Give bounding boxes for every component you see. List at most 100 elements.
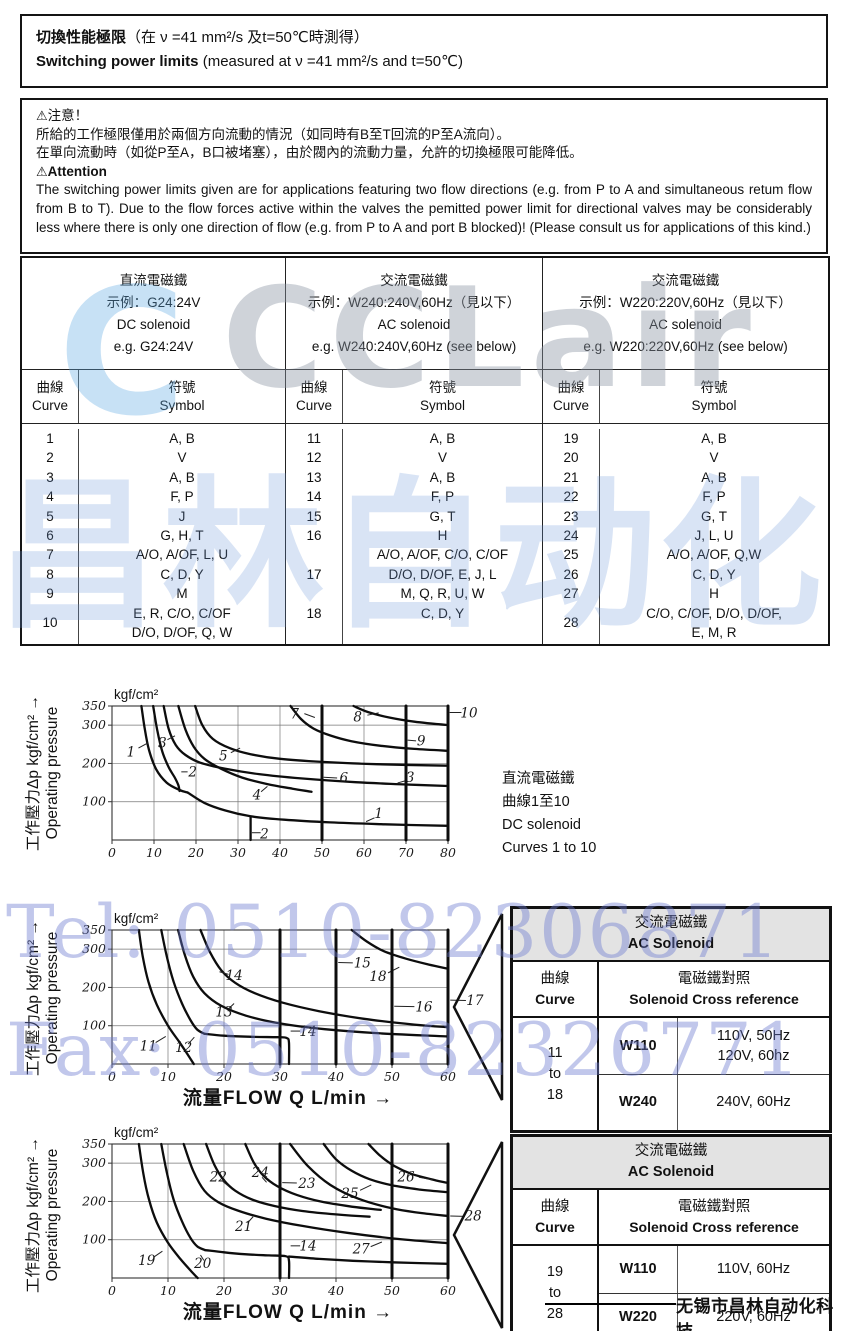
curve-number: 19: [563, 431, 579, 446]
dc-solenoid-chart: kgf/cm² 0 10 20 30 40 50 60 70 80 100 200 300 350 1 1 2 2…: [81, 687, 478, 860]
curve-number: 10: [42, 615, 58, 631]
curve-label: 9: [417, 734, 426, 750]
symbol-list: V: [78, 448, 285, 468]
curve-number: 6: [46, 528, 54, 544]
table-row: 11 A, B: [286, 429, 542, 449]
curve-label: 1: [374, 806, 383, 822]
x-axis-label: 流量FLOW Q L/min →: [183, 1300, 393, 1323]
x-tick-label: 10: [146, 845, 162, 860]
y-tick-label: 100: [82, 1232, 106, 1247]
y-axis-unit: kgf/cm²: [114, 1125, 159, 1140]
curve-line: [287, 1255, 450, 1265]
table-row: 16 H: [286, 526, 542, 546]
symbol-list: J: [78, 506, 285, 527]
symbol-list: H: [342, 526, 542, 546]
x-tick-label: 40: [327, 1283, 344, 1298]
x-tick-label: 60: [440, 1069, 456, 1084]
symbol-list: A/O, A/OF, L, U: [78, 545, 285, 565]
chart3-y-axis-label: 工作壓力Δp kgf/cm² → Operating pressure: [25, 1137, 61, 1293]
x-tick-label: 60: [356, 845, 372, 860]
curve-line: [152, 704, 181, 793]
table-row: 17 A/O, A/OF, C/O, C/OF D/O, D/OF, E, J, …: [286, 545, 542, 604]
ac-solenoid-chart-11-18: kgf/cm² 0 10 20 30 40 50 60 100 200 300 350 11 12 14 13…: [81, 911, 484, 1109]
symbol-list: A/O, A/OF, C/O, C/OF D/O, D/OF, E, J, L …: [342, 545, 542, 604]
x-axis-label: 流量FLOW Q L/min →: [183, 1086, 393, 1109]
x-tick-label: 40: [271, 845, 288, 860]
title-en: Switching power limits (measured at ν =4…: [36, 50, 812, 74]
curve-number: 13: [306, 469, 322, 485]
curve-label: 2: [259, 827, 269, 843]
voltage-spec: 220V, 60Hz: [716, 1308, 791, 1325]
cross-ref-row: W240 240V, 60Hz: [599, 1073, 829, 1130]
chart2-y-axis-label: 工作壓力Δp kgf/cm² → Operating pressure: [25, 920, 61, 1076]
curve-line: [352, 704, 450, 727]
curve-number: 27: [563, 586, 579, 602]
ac-table-header: 交流電磁鐵 AC Solenoid: [513, 1137, 829, 1190]
cross-ref-column-header: 電磁鐵對照 Solenoid Cross reference: [629, 971, 799, 1007]
table-row: 27 H: [543, 584, 828, 604]
curve-range: 11 to 18: [513, 1018, 599, 1130]
curve-label: 14: [225, 968, 242, 984]
symbol-list: M: [78, 584, 285, 604]
warning-icon: ⚠: [36, 163, 48, 179]
x-tick-label: 0: [108, 845, 116, 860]
attention-zh-heading: ⚠注意！: [36, 108, 89, 123]
curve-label: 18: [369, 969, 387, 985]
curve-number: 4: [46, 489, 54, 505]
curve-number: 22: [563, 489, 579, 505]
voltage-spec: 110V, 60Hz: [716, 1261, 791, 1278]
symbol-list: V: [342, 448, 542, 468]
x-tick-label: 20: [215, 1283, 232, 1298]
curve-line: [203, 1248, 291, 1280]
curve-label: 11: [140, 1038, 157, 1054]
x-tick-label: 0: [108, 1069, 116, 1084]
symbol-list: F, P: [342, 487, 542, 507]
x-tick-label: 10: [160, 1069, 176, 1084]
curve-line: [177, 704, 313, 793]
x-tick-label: 20: [215, 1069, 232, 1084]
group-subheader: 曲線 Curve 符號 Symbol: [286, 370, 542, 424]
table-row: 20 V: [543, 448, 828, 468]
symbol-list: C, D, Y: [599, 564, 828, 585]
group-body: 11 A, B 12 V 13 A, B 14 F, P 15 G, T 16 H 17 A/O, A/O…: [286, 424, 542, 644]
table-row: 15 G, T: [286, 506, 542, 527]
curve-label: 21: [234, 1219, 252, 1235]
left-arrow-icon: [452, 913, 504, 1101]
solenoid-code: W220: [599, 1293, 678, 1331]
curve-label: 28: [464, 1209, 483, 1225]
chart1-y-axis-label: 工作壓力Δp kgf/cm² → Operating pressure: [25, 695, 61, 851]
table-row: 8 C, D, Y: [22, 564, 285, 585]
curve-line: [367, 1142, 450, 1185]
curve-number: 24: [563, 528, 579, 544]
title-box: 切換性能極限（在 ν =41 mm²/s 及t=50℃時測得） Switchin…: [20, 14, 828, 88]
attention-en-heading: ⚠Attention: [36, 163, 107, 179]
curve-label: 23: [297, 1176, 315, 1192]
curve-number: 18: [306, 605, 322, 621]
table-row: 24 J, L, U: [543, 526, 828, 546]
curve-column-header: 曲線 Curve: [31, 380, 68, 413]
curve-number: 3: [46, 469, 54, 485]
table-row: 26 C, D, Y: [543, 564, 828, 585]
curve-number: 21: [563, 469, 579, 485]
curve-line: [194, 704, 450, 767]
curve-number: 12: [306, 450, 322, 466]
curve-label: 6: [340, 771, 349, 787]
curve-number: 23: [563, 508, 579, 524]
curve-number: 28: [563, 615, 579, 631]
solenoid-group-2: 交流電磁鐵 示例：W240:240V,60Hz（見以下） AC solenoid e.…: [285, 258, 542, 644]
ac-solenoid-cross-ref-table-1: 交流電磁鐵 AC Solenoid 曲線 Curve 電磁鐵對照 Solenoid Cro…: [510, 906, 832, 1133]
curve-number: 11: [306, 431, 321, 446]
y-axis-unit: kgf/cm²: [114, 687, 159, 702]
x-tick-label: 50: [384, 1283, 400, 1298]
symbol-column-header: 符號 Symbol: [599, 370, 828, 423]
symbol-list: A, B: [599, 429, 828, 449]
curve-number: 1: [46, 431, 54, 446]
curve-line: [244, 1142, 382, 1212]
y-tick-label: 100: [82, 794, 106, 809]
curve-label: 4: [252, 788, 262, 804]
solenoid-code: W110: [599, 1018, 678, 1074]
curve-line: [322, 1142, 450, 1194]
attention-en-text: The switching power limits given are for…: [36, 182, 812, 235]
